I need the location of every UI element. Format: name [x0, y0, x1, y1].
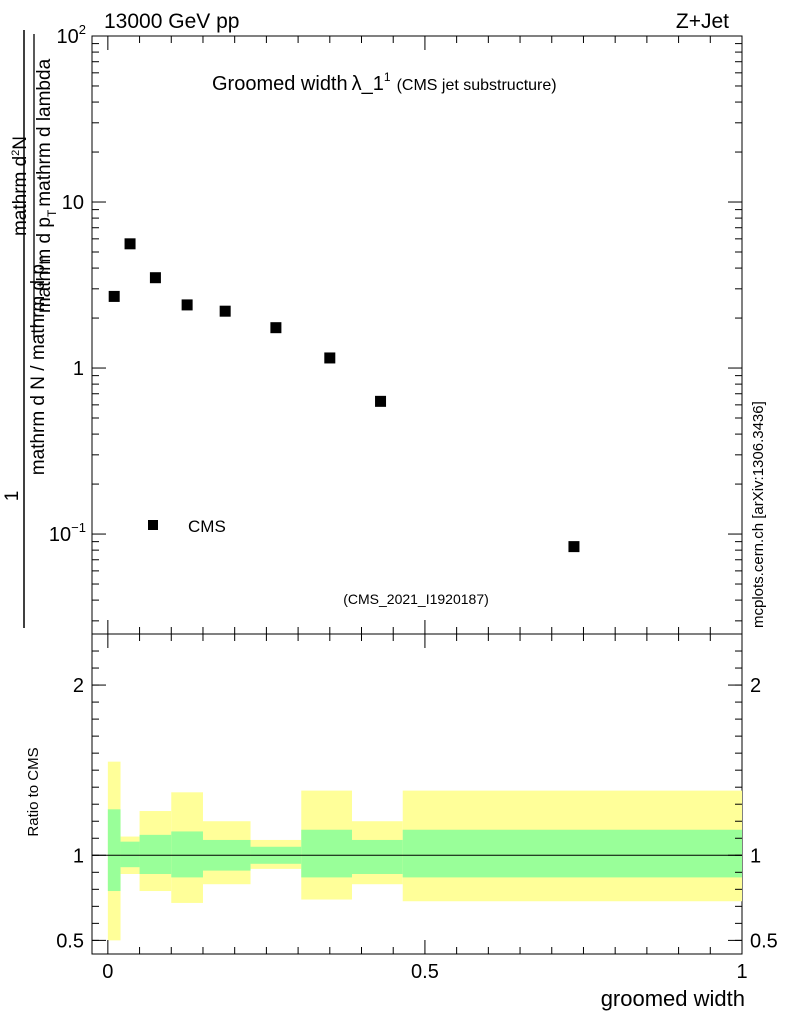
ratio-y-tick-label-right: 0.5	[750, 930, 778, 952]
y-tick-label: 10	[62, 192, 84, 214]
process-label: Z+Jet	[676, 10, 729, 33]
y-label-den-outer-main: mathrm d N / mathrm d p	[28, 264, 49, 475]
y-label-num-inner-main: mathrm d	[10, 156, 31, 236]
y-tick-label: 10−1	[49, 520, 86, 546]
ratio-stat-band	[352, 839, 403, 874]
data-point	[270, 322, 282, 334]
y-label-den-inner-sub: T	[45, 209, 59, 217]
main-plot-frame	[91, 35, 743, 635]
ratio-y-tick-label-right: 2	[750, 675, 761, 697]
data-point	[219, 305, 231, 317]
legend-label-cms: CMS	[188, 517, 226, 536]
ratio-stat-band	[301, 829, 352, 878]
data-point	[108, 290, 120, 302]
plot-title: Groomed width λ_11 (CMS jet substructure)	[212, 70, 557, 95]
main-axes: 0 0.5 1 10−1 1 10 102	[49, 22, 748, 983]
x-tick-label: 0.5	[411, 961, 439, 983]
data-points	[108, 238, 580, 553]
ratio-stat-band	[107, 809, 121, 892]
energy-label: 13000 GeV pp	[104, 10, 239, 33]
x-tick-label: 1	[736, 961, 747, 983]
y-label-den-outer-sub: T	[39, 256, 53, 264]
y-label-num-inner-n: N	[10, 136, 31, 150]
y-label-den-outer: mathrm d N / mathrm d pT	[28, 256, 53, 475]
y-label-num-inner-sup: 2	[10, 150, 22, 156]
ratio-y-tick-label: 2	[73, 675, 84, 697]
ratio-stat-band	[120, 841, 140, 868]
ratio-stat-band	[139, 834, 172, 874]
legend-marker-cms	[148, 520, 158, 530]
y-label-num-inner: mathrm d2N	[10, 136, 31, 236]
data-point	[124, 238, 136, 250]
y-tick-label: 1	[73, 358, 84, 380]
side-label: mcplots.cern.ch [arXiv:1306.3436]	[750, 401, 767, 628]
data-point	[149, 272, 161, 284]
ratio-bands	[92, 761, 742, 941]
y-axis-label: 1 mathrm d N / mathrm d pT mathrm d2N ma…	[2, 30, 59, 628]
title-symbol: λ_1	[352, 73, 384, 95]
data-point	[375, 395, 387, 407]
title-sup: 1	[384, 70, 391, 84]
title-sub: (CMS jet substructure)	[397, 77, 557, 94]
y-label-den-inner-rest: mathrm d lambda	[34, 58, 55, 206]
y-label-one: 1	[2, 491, 23, 502]
ratio-y-label: Ratio to CMS	[25, 747, 42, 836]
x-tick-label: 0	[102, 961, 113, 983]
ratio-stat-band	[402, 829, 742, 878]
y-label-den-inner: mathrm d pTmathrm d lambda	[34, 58, 59, 313]
ratio-y-tick-label-right: 1	[750, 845, 761, 867]
data-point	[324, 352, 336, 364]
ratio-stat-band	[171, 831, 203, 878]
y-label-den-inner-main: mathrm d p	[34, 217, 55, 313]
x-axis-label: groomed width	[601, 986, 745, 1011]
analysis-label: (CMS_2021_I1920187)	[343, 591, 489, 607]
ratio-y-tick-label: 1	[73, 845, 84, 867]
ratio-y-tick-label: 0.5	[56, 930, 84, 952]
ratio-axes: 0.5 0.5 1 1 2 2	[56, 650, 778, 952]
y-tick-label: 102	[57, 22, 86, 48]
data-point	[181, 299, 193, 311]
data-point	[568, 541, 580, 553]
title-main: Groomed width	[212, 73, 348, 95]
